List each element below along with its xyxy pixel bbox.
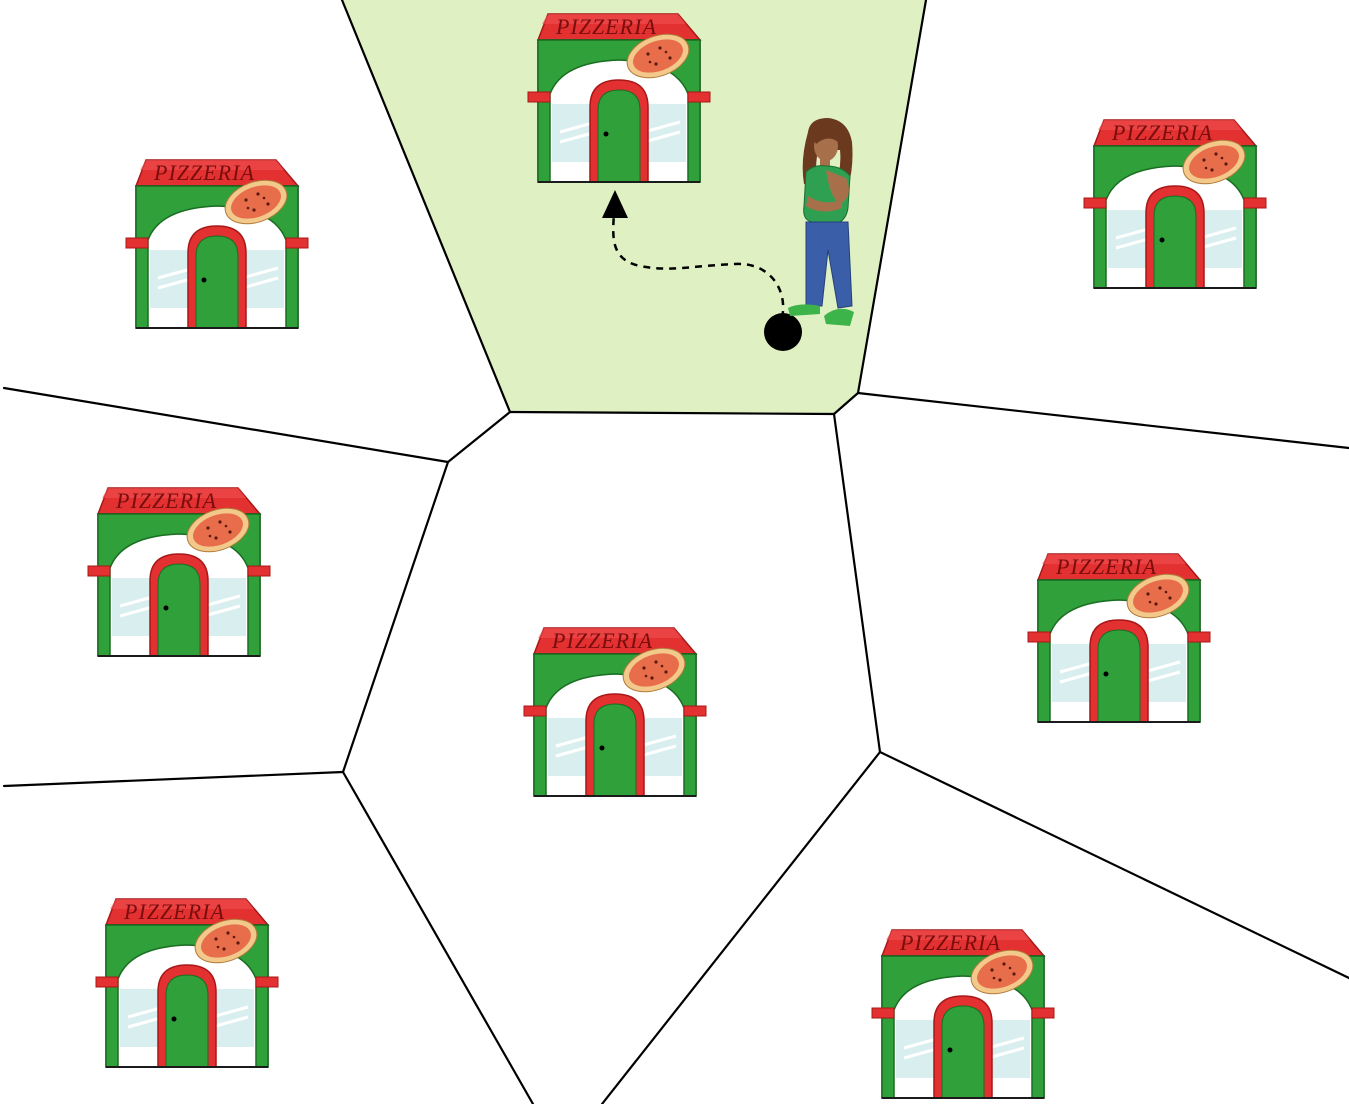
cell-edge <box>600 750 882 1104</box>
cell-edge <box>340 0 512 414</box>
pizzeria-shop-icon <box>526 12 712 184</box>
pizzeria-shop-icon <box>522 626 708 798</box>
pizzeria-upper-left: PIZZERIA <box>124 158 310 330</box>
pizzeria-middle-right: PIZZERIA <box>1026 552 1212 724</box>
pizzeria-sign: PIZZERIA <box>1055 554 1157 579</box>
pizzeria-lower-right: PIZZERIA <box>870 928 1056 1100</box>
pizzeria-center: PIZZERIA <box>522 626 708 798</box>
pizzeria-sign: PIZZERIA <box>551 628 653 653</box>
cell-edge <box>508 410 836 416</box>
pizzeria-sign: PIZZERIA <box>1111 120 1213 145</box>
pizzeria-sign: PIZZERIA <box>115 488 217 513</box>
cell-edge <box>2 770 345 788</box>
cell-edge <box>2 386 450 464</box>
cell-edge <box>446 410 512 464</box>
pizzeria-sign: PIZZERIA <box>555 14 657 39</box>
cell-edge <box>832 391 860 416</box>
arrowhead-icon <box>602 190 628 218</box>
pizzeria-sign: PIZZERIA <box>153 160 255 185</box>
person-thinking-icon <box>788 118 854 326</box>
pizzeria-shop-icon <box>870 928 1056 1100</box>
cell-edge <box>878 750 1349 980</box>
pizzeria-shop-icon <box>124 158 310 330</box>
pizzeria-sign: PIZZERIA <box>899 930 1001 955</box>
pizzeria-middle-left: PIZZERIA <box>86 486 272 658</box>
cell-edge <box>856 391 1349 450</box>
pizzeria-shop-icon <box>86 486 272 658</box>
start-dot-icon <box>764 313 802 351</box>
cell-edge <box>832 412 882 754</box>
pizzeria-shop-icon <box>1082 118 1268 290</box>
pizzeria-upper-right: PIZZERIA <box>1082 118 1268 290</box>
walking-path <box>611 213 785 319</box>
pizzeria-shop-icon <box>94 897 280 1069</box>
pizzeria-lower-left: PIZZERIA <box>94 897 280 1069</box>
cell-edge <box>341 460 450 774</box>
cell-edge <box>341 770 535 1104</box>
pizzeria-sign: PIZZERIA <box>123 899 225 924</box>
highlighted-cell <box>342 0 926 414</box>
cell-edge <box>856 0 928 395</box>
pizzeria-top-center: PIZZERIA <box>526 12 712 184</box>
pizzeria-shop-icon <box>1026 552 1212 724</box>
